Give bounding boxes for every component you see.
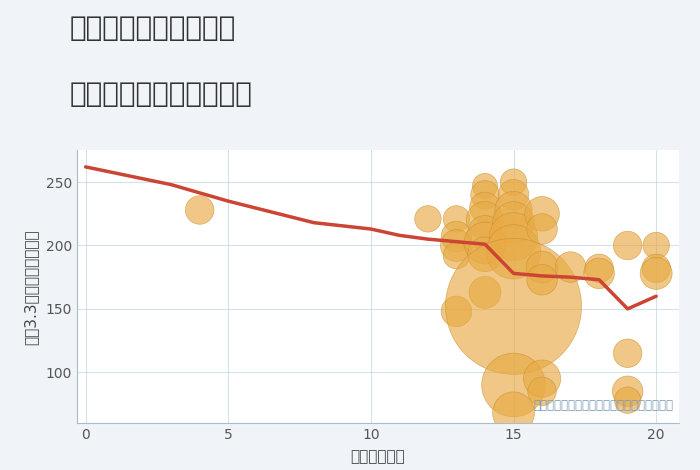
- Y-axis label: 坪（3.3㎡）単価（万円）: 坪（3.3㎡）単価（万円）: [24, 229, 38, 345]
- Point: [536, 276, 547, 283]
- Point: [650, 270, 662, 277]
- Point: [480, 204, 491, 211]
- Point: [451, 215, 462, 223]
- Point: [594, 270, 605, 277]
- Point: [650, 265, 662, 272]
- Point: [480, 251, 491, 258]
- Point: [622, 388, 634, 395]
- Text: 円の大きさは、取引のあった物件面積を示す: 円の大きさは、取引のあった物件面積を示す: [533, 399, 673, 412]
- Text: 東京都小金井市桜町の: 東京都小金井市桜町の: [70, 14, 237, 42]
- Point: [536, 375, 547, 383]
- Point: [480, 229, 491, 236]
- Point: [508, 178, 519, 186]
- Point: [536, 263, 547, 271]
- Point: [451, 242, 462, 249]
- Point: [508, 233, 519, 240]
- Point: [451, 233, 462, 240]
- Point: [508, 303, 519, 310]
- Point: [480, 191, 491, 198]
- Text: 駅距離別中古戸建て価格: 駅距離別中古戸建て価格: [70, 80, 253, 108]
- X-axis label: 駅距離（分）: 駅距離（分）: [351, 449, 405, 464]
- Point: [480, 182, 491, 190]
- Point: [422, 215, 433, 223]
- Point: [508, 206, 519, 214]
- Point: [594, 265, 605, 272]
- Point: [480, 216, 491, 224]
- Point: [480, 239, 491, 247]
- Point: [508, 409, 519, 416]
- Point: [451, 308, 462, 315]
- Point: [622, 396, 634, 404]
- Point: [622, 350, 634, 357]
- Point: [565, 263, 576, 271]
- Point: [508, 219, 519, 227]
- Point: [194, 206, 205, 214]
- Point: [536, 388, 547, 395]
- Point: [508, 381, 519, 389]
- Point: [508, 248, 519, 256]
- Point: [508, 191, 519, 198]
- Point: [536, 210, 547, 218]
- Point: [622, 242, 634, 249]
- Point: [451, 252, 462, 259]
- Point: [536, 225, 547, 233]
- Point: [480, 289, 491, 296]
- Point: [650, 242, 662, 249]
